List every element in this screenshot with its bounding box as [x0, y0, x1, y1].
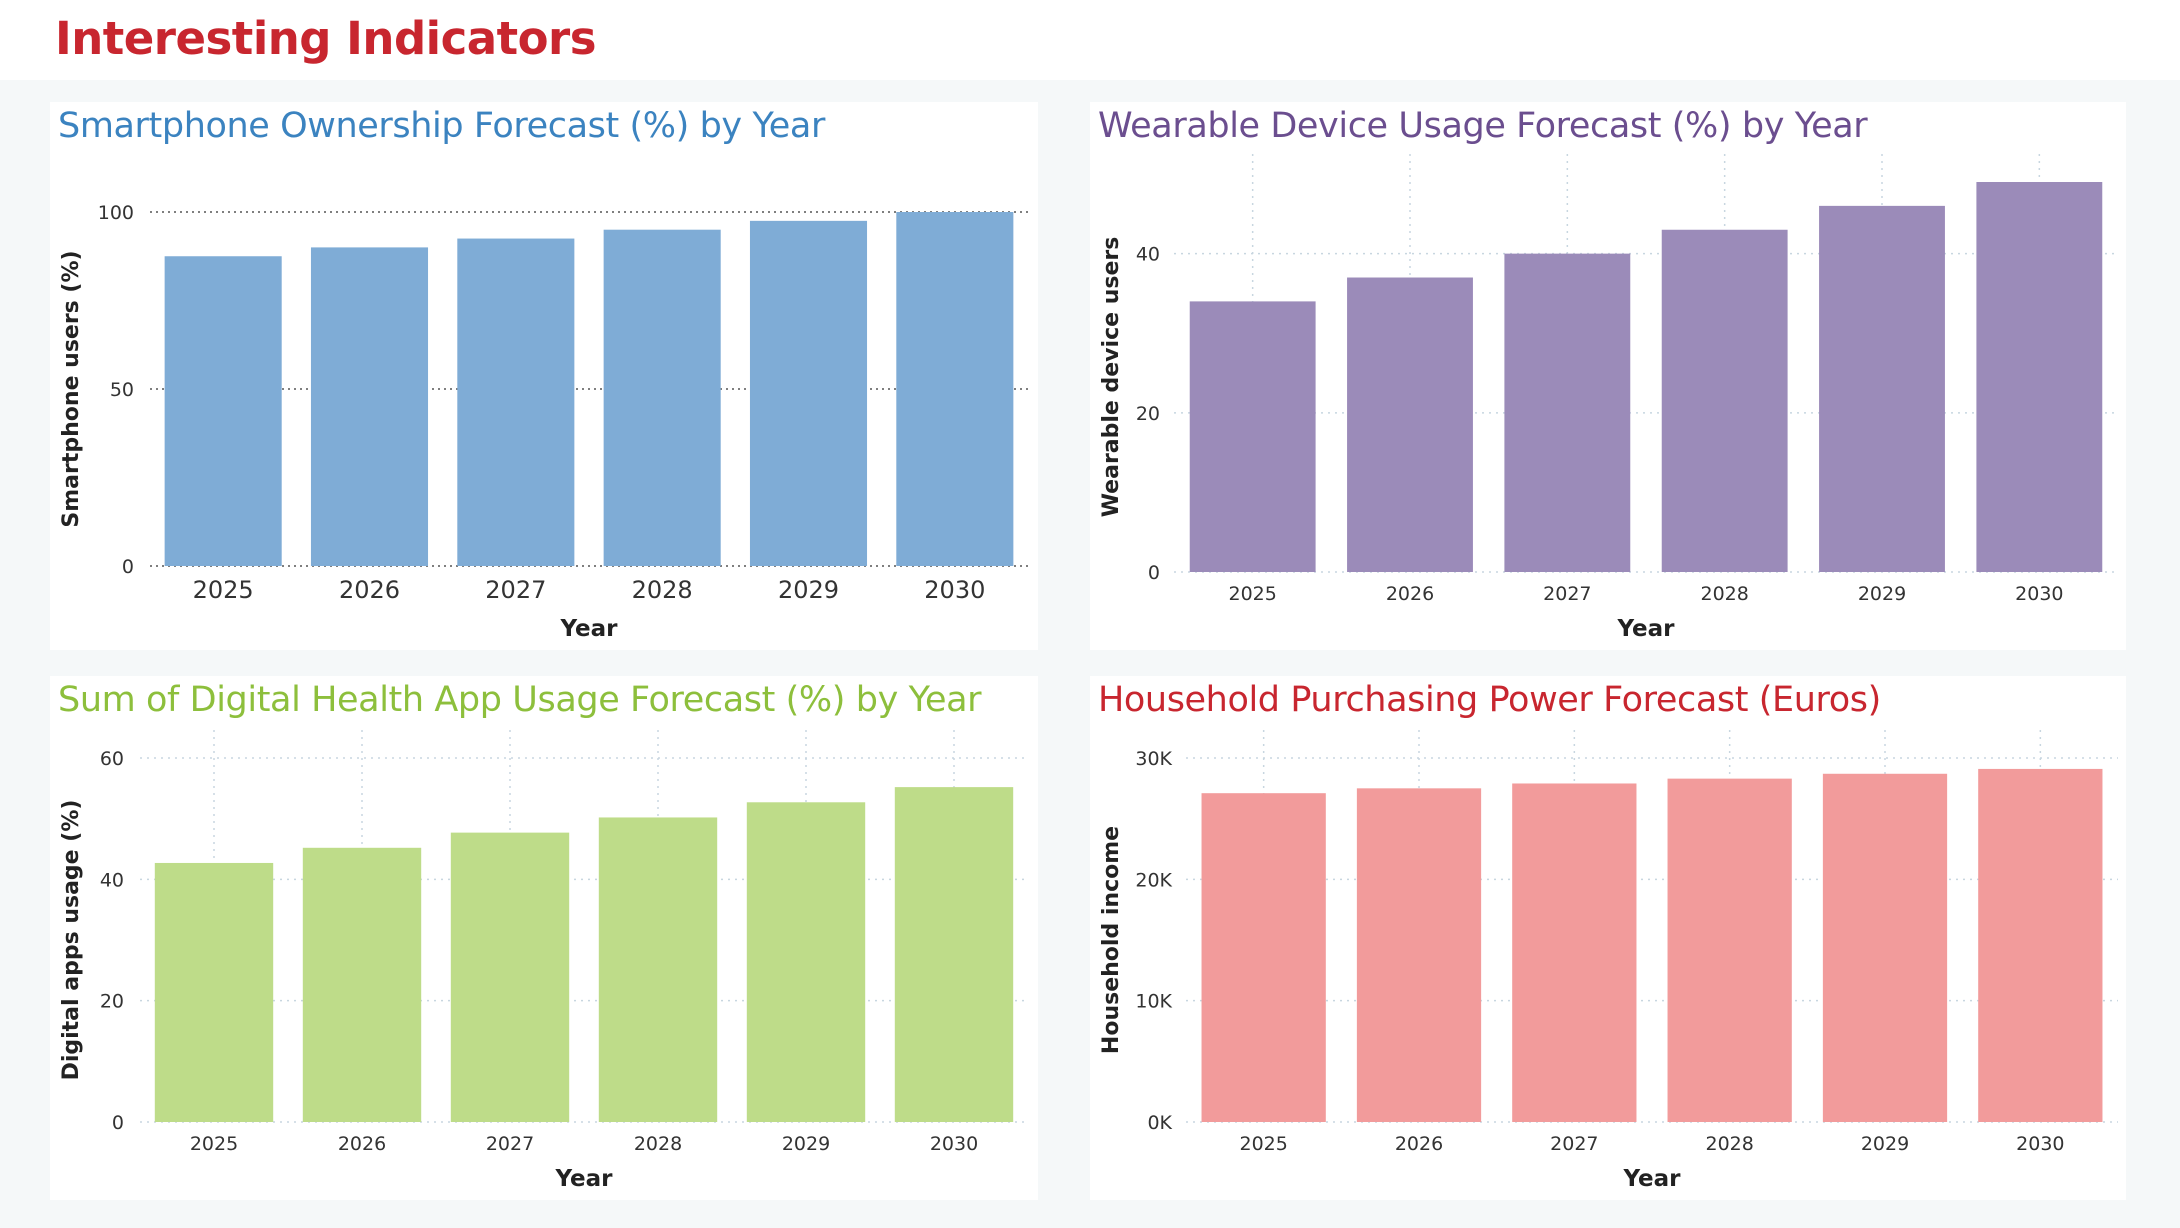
wearable-chart-panel[interactable]: Wearable Device Usage Forecast (%) by Ye…	[1090, 102, 2126, 650]
bar-2025[interactable]	[1189, 301, 1316, 572]
wearable-chart: 0 20 40 2025 2026 2027 2028 2029 2030 Year Wearabl…	[1099, 154, 2118, 642]
x-tick-label: 2027	[486, 1133, 534, 1155]
x-tick-label: 2028	[1705, 1133, 1753, 1155]
y-axis-title: Digital apps usage (%)	[59, 800, 84, 1081]
report-header: Interesting Indicators	[0, 0, 2180, 80]
bar-2026[interactable]	[302, 847, 422, 1122]
bar-2027[interactable]	[1504, 253, 1631, 572]
horizontal-gridlines	[150, 211, 1028, 567]
wearable-chart-title: Wearable Device Usage Forecast (%) by Ye…	[1098, 106, 1868, 146]
income-chart: 0K 10K 20K 30K 2025 2026 2027 2028 2029 2030 Year H…	[1099, 730, 2118, 1192]
bar-2026[interactable]	[310, 247, 429, 566]
y-tick-label: 100	[98, 202, 134, 224]
health-app-chart-panel[interactable]: Sum of Digital Health App Usage Forecast…	[50, 676, 1038, 1200]
y-axis-title: Wearable device users	[1099, 237, 1124, 518]
horizontal-gridlines	[140, 757, 1028, 1123]
x-tick-label: 2027	[1543, 583, 1591, 605]
x-tick-label: 2026	[339, 576, 400, 604]
y-tick-label: 50	[110, 379, 134, 401]
bar-2028[interactable]	[1661, 229, 1788, 572]
x-axis-title: Year	[559, 616, 618, 642]
x-tick-label: 2025	[1228, 583, 1276, 605]
x-tick-label: 2028	[632, 576, 693, 604]
y-tick-label: 30K	[1135, 748, 1172, 770]
bar-2027[interactable]	[1512, 783, 1637, 1122]
y-tick-label: 20	[100, 991, 124, 1013]
x-tick-label: 2025	[193, 576, 254, 604]
health-app-chart-title: Sum of Digital Health App Usage Forecast…	[58, 680, 982, 720]
health-app-chart: 0 20 40 60 2025 2026 2027 2028 2029 2030 Year Digit…	[59, 730, 1028, 1192]
bar-2029[interactable]	[749, 220, 868, 566]
x-tick-label: 2028	[1700, 583, 1748, 605]
bar-2027[interactable]	[457, 238, 575, 567]
x-tick-label: 2026	[338, 1133, 386, 1155]
income-chart-panel[interactable]: Household Purchasing Power Forecast (Eur…	[1090, 676, 2126, 1200]
bar-2025[interactable]	[164, 256, 282, 566]
bar-2027[interactable]	[450, 832, 570, 1122]
y-tick-label: 20	[1136, 403, 1160, 425]
y-tick-label: 20K	[1135, 869, 1172, 891]
page-title: Interesting Indicators	[55, 12, 597, 65]
x-axis-title: Year	[1622, 1166, 1681, 1192]
x-tick-label: 2030	[930, 1133, 978, 1155]
x-tick-label: 2025	[1239, 1133, 1287, 1155]
x-tick-label: 2030	[924, 576, 985, 604]
bar-2029[interactable]	[1822, 773, 1948, 1122]
bar-2028[interactable]	[598, 817, 718, 1122]
x-tick-label: 2030	[2016, 1133, 2064, 1155]
x-axis-title: Year	[554, 1166, 613, 1192]
x-tick-label: 2029	[1861, 1133, 1909, 1155]
bar-2028[interactable]	[1667, 778, 1792, 1122]
bar-2026[interactable]	[1347, 277, 1473, 572]
horizontal-gridlines	[1186, 757, 2118, 1123]
income-chart-title: Household Purchasing Power Forecast (Eur…	[1098, 680, 1881, 720]
x-tick-label: 2027	[485, 576, 546, 604]
bar-2029[interactable]	[746, 802, 866, 1122]
y-axis-title: Smartphone users (%)	[59, 250, 84, 527]
x-tick-label: 2026	[1395, 1133, 1443, 1155]
y-tick-label: 0	[122, 556, 134, 578]
bar-2025[interactable]	[1201, 793, 1326, 1122]
bar-2025[interactable]	[154, 862, 274, 1122]
x-tick-label: 2028	[634, 1133, 682, 1155]
x-tick-label: 2029	[782, 1133, 830, 1155]
x-tick-label: 2029	[1858, 583, 1906, 605]
y-tick-label: 40	[1136, 244, 1160, 266]
bar-2030[interactable]	[894, 787, 1014, 1122]
y-tick-label: 10K	[1135, 991, 1172, 1013]
smartphone-chart-title: Smartphone Ownership Forecast (%) by Yea…	[58, 106, 825, 146]
y-tick-label: 0	[1148, 562, 1160, 584]
y-tick-label: 60	[100, 748, 124, 770]
x-tick-label: 2030	[2015, 583, 2063, 605]
bar-2028[interactable]	[603, 229, 721, 566]
x-tick-label: 2025	[190, 1133, 238, 1155]
x-tick-label: 2026	[1386, 583, 1434, 605]
smartphone-chart-panel[interactable]: Smartphone Ownership Forecast (%) by Yea…	[50, 102, 1038, 650]
x-tick-label: 2027	[1550, 1133, 1598, 1155]
y-axis-title: Household income	[1099, 826, 1124, 1054]
y-tick-label: 0	[112, 1112, 124, 1134]
bar-2030[interactable]	[1976, 182, 2103, 572]
smartphone-chart: 0 50 100 2025 2026 2027 2028 2029 2030 Year Smartp…	[59, 202, 1028, 642]
bar-2026[interactable]	[1356, 788, 1482, 1122]
y-tick-label: 40	[100, 869, 124, 891]
y-tick-label: 0K	[1147, 1112, 1172, 1134]
bar-2030[interactable]	[896, 212, 1014, 566]
x-tick-label: 2029	[778, 576, 839, 604]
bar-2029[interactable]	[1819, 205, 1945, 572]
x-axis-title: Year	[1616, 616, 1675, 642]
bar-2030[interactable]	[1978, 768, 2103, 1122]
